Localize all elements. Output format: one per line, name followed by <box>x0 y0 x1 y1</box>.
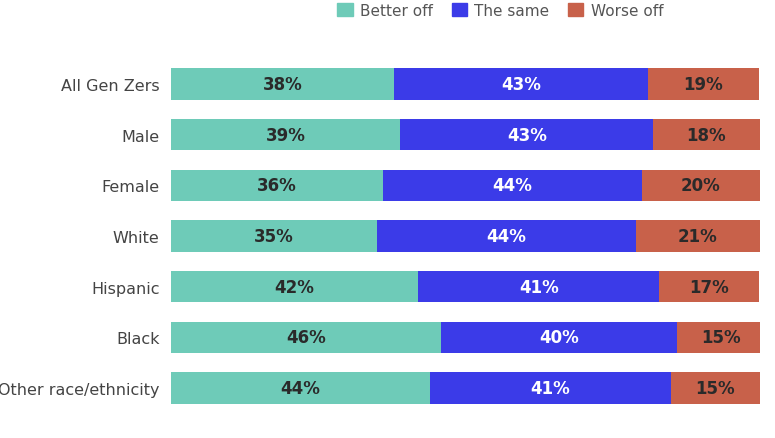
Text: 21%: 21% <box>678 227 718 246</box>
Bar <box>170 322 442 353</box>
Bar <box>383 170 642 201</box>
Bar <box>170 221 377 252</box>
Text: 44%: 44% <box>492 177 532 195</box>
Text: 35%: 35% <box>253 227 294 246</box>
Bar <box>170 69 394 101</box>
Text: 43%: 43% <box>501 76 541 94</box>
Text: 41%: 41% <box>518 278 559 296</box>
Text: 19%: 19% <box>684 76 723 94</box>
Legend: Better off, The same, Worse off: Better off, The same, Worse off <box>331 0 670 25</box>
Bar <box>170 170 383 201</box>
Text: 38%: 38% <box>263 76 302 94</box>
Bar <box>400 120 653 151</box>
Text: 43%: 43% <box>507 127 547 145</box>
Text: 44%: 44% <box>280 379 320 397</box>
Text: 40%: 40% <box>539 328 579 346</box>
Bar <box>377 221 636 252</box>
Bar <box>648 69 760 101</box>
Text: 41%: 41% <box>531 379 570 397</box>
Text: 18%: 18% <box>687 127 726 145</box>
Text: 46%: 46% <box>286 328 326 346</box>
Text: 39%: 39% <box>265 127 305 145</box>
Text: 20%: 20% <box>680 177 721 195</box>
Text: 17%: 17% <box>690 278 729 296</box>
Text: 15%: 15% <box>695 379 735 397</box>
Bar <box>170 272 418 303</box>
Bar <box>642 170 760 201</box>
Text: 42%: 42% <box>274 278 314 296</box>
Bar <box>660 272 760 303</box>
Bar <box>418 272 660 303</box>
Bar <box>442 322 677 353</box>
Bar <box>429 372 671 404</box>
Bar <box>653 120 760 151</box>
Bar <box>170 372 429 404</box>
Bar <box>671 372 760 404</box>
Bar <box>394 69 648 101</box>
Text: 44%: 44% <box>486 227 526 246</box>
Text: 15%: 15% <box>701 328 741 346</box>
Text: 36%: 36% <box>257 177 296 195</box>
Bar <box>677 322 766 353</box>
Bar <box>636 221 760 252</box>
Bar <box>170 120 400 151</box>
